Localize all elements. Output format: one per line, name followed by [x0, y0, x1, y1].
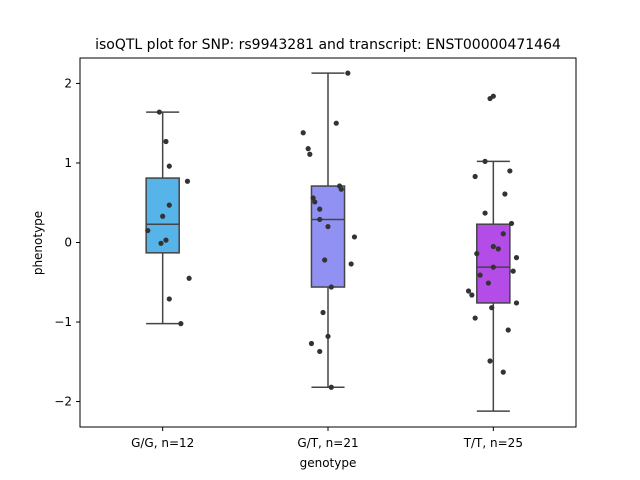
data-point — [490, 243, 496, 250]
data-point — [487, 358, 493, 364]
data-point — [158, 240, 164, 246]
data-point — [508, 220, 515, 227]
chart-title: isoQTL plot for SNP: rs9943281 and trans… — [95, 37, 561, 53]
data-point — [178, 321, 184, 327]
x-axis: G/G, n=12 G/T, n=21 T/T, n=25 — [131, 427, 523, 450]
points-group-1 — [145, 109, 192, 327]
data-point — [156, 109, 162, 115]
data-point — [513, 300, 520, 306]
data-point — [305, 146, 311, 152]
data-point — [308, 340, 315, 347]
plot-area — [145, 70, 520, 412]
data-point — [145, 227, 151, 234]
data-point — [482, 210, 488, 216]
y-axis-label: phenotype — [31, 211, 45, 275]
data-point — [317, 348, 323, 355]
data-point — [510, 268, 516, 274]
box — [476, 223, 511, 304]
data-point — [477, 272, 483, 278]
data-point — [325, 333, 331, 339]
data-point — [166, 202, 172, 208]
x-tick-label: T/T, n=25 — [463, 436, 523, 450]
data-point — [317, 206, 323, 212]
data-point — [307, 151, 313, 157]
data-point — [500, 231, 506, 237]
data-point — [333, 120, 339, 126]
data-point — [320, 309, 326, 316]
y-axis: −2 −1 0 1 2 — [54, 76, 80, 409]
data-point — [166, 296, 172, 302]
data-point — [160, 213, 166, 219]
data-point — [474, 251, 480, 257]
y-tick-label: −1 — [54, 315, 72, 329]
data-point — [489, 305, 495, 311]
data-point — [495, 246, 501, 252]
data-point — [490, 264, 496, 270]
data-point — [338, 186, 344, 192]
data-point — [469, 292, 475, 298]
y-tick-label: −2 — [54, 395, 72, 409]
data-point — [325, 223, 331, 230]
box-group-3 — [476, 160, 511, 412]
data-point — [502, 191, 508, 197]
data-point — [322, 257, 328, 263]
data-point — [472, 315, 478, 321]
box-group-2 — [310, 72, 346, 388]
y-tick-label: 2 — [64, 76, 72, 90]
data-point — [163, 138, 169, 145]
data-point — [328, 384, 334, 390]
data-point — [186, 275, 192, 281]
data-point — [507, 168, 513, 174]
x-tick-label: G/T, n=21 — [297, 436, 358, 450]
points-group-3 — [465, 93, 520, 375]
data-point — [505, 327, 511, 333]
data-point — [163, 237, 169, 243]
data-point — [328, 284, 334, 290]
data-point — [482, 158, 488, 164]
x-tick-label: G/G, n=12 — [131, 436, 194, 450]
y-tick-label: 1 — [64, 156, 72, 170]
data-point — [166, 163, 172, 169]
data-point — [485, 280, 491, 286]
data-point — [513, 255, 520, 261]
x-axis-label: genotype — [300, 456, 357, 470]
data-point — [472, 173, 478, 180]
y-tick-label: 0 — [64, 236, 72, 250]
data-point — [312, 199, 318, 205]
data-point — [300, 130, 306, 136]
data-point — [184, 178, 191, 184]
points-group-2 — [300, 70, 358, 390]
data-point — [345, 70, 351, 76]
data-point — [500, 369, 506, 375]
data-point — [465, 288, 472, 294]
data-point — [348, 261, 354, 267]
data-point — [310, 195, 316, 201]
data-point — [487, 95, 493, 102]
data-point — [317, 216, 323, 223]
data-point — [351, 234, 358, 240]
